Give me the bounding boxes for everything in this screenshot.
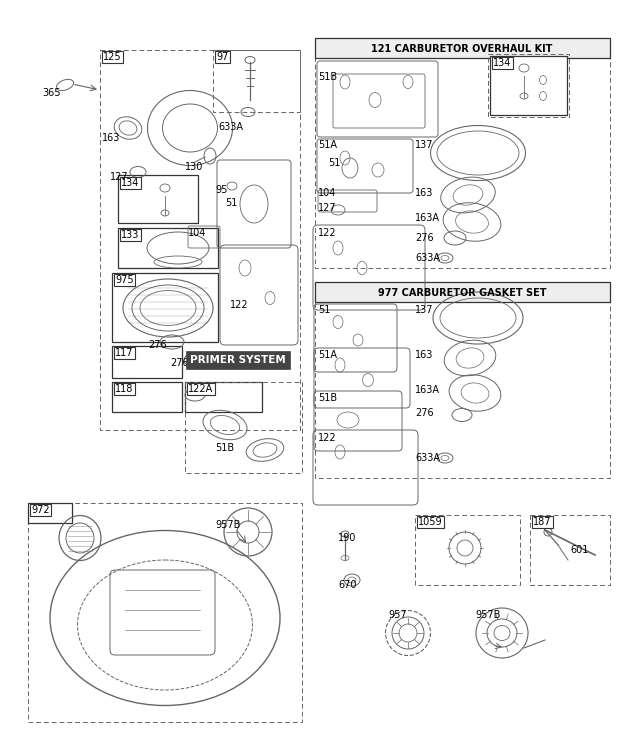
Text: 97: 97 xyxy=(216,52,228,62)
Bar xyxy=(315,38,610,268)
Bar xyxy=(112,346,182,378)
Text: 972: 972 xyxy=(31,505,50,515)
Text: 163: 163 xyxy=(415,350,433,360)
Text: 51A: 51A xyxy=(318,140,337,150)
Bar xyxy=(118,228,218,268)
Text: 163A: 163A xyxy=(415,213,440,223)
Bar xyxy=(28,503,72,523)
Ellipse shape xyxy=(132,285,204,331)
Bar xyxy=(490,56,567,115)
Text: 104: 104 xyxy=(318,188,337,198)
Bar xyxy=(315,38,610,58)
Text: 51: 51 xyxy=(328,158,340,168)
Bar xyxy=(530,515,610,585)
Text: 134: 134 xyxy=(493,58,512,68)
Bar xyxy=(185,382,262,412)
Text: 276: 276 xyxy=(170,358,188,368)
Text: 51: 51 xyxy=(318,305,330,315)
Text: 51: 51 xyxy=(225,198,237,208)
Text: 975: 975 xyxy=(115,275,134,285)
Bar xyxy=(315,282,610,302)
Text: 957: 957 xyxy=(388,610,407,620)
Text: 957B: 957B xyxy=(215,520,241,530)
Bar xyxy=(28,503,302,722)
Bar xyxy=(112,382,182,412)
Bar xyxy=(315,282,610,478)
Text: 127: 127 xyxy=(110,172,128,182)
Text: 130: 130 xyxy=(185,162,203,172)
Bar xyxy=(100,50,300,430)
Text: 95: 95 xyxy=(215,185,228,195)
Bar xyxy=(213,50,300,112)
Text: 163: 163 xyxy=(102,133,120,143)
Text: 190: 190 xyxy=(338,533,356,543)
Bar xyxy=(185,382,302,473)
Text: 51B: 51B xyxy=(318,72,337,82)
Text: 122: 122 xyxy=(318,433,337,443)
Bar xyxy=(112,273,218,342)
Text: 365: 365 xyxy=(42,88,61,98)
Text: 1059: 1059 xyxy=(418,517,443,527)
Text: 187: 187 xyxy=(533,517,552,527)
Text: 51B: 51B xyxy=(215,443,234,453)
Bar xyxy=(488,54,569,117)
Text: 633A: 633A xyxy=(218,122,243,132)
Text: 125: 125 xyxy=(103,52,122,62)
Text: 137: 137 xyxy=(415,140,433,150)
Text: 276: 276 xyxy=(415,408,433,418)
Text: 633A: 633A xyxy=(415,253,440,263)
Text: 276: 276 xyxy=(148,340,167,350)
Text: 127: 127 xyxy=(318,203,337,213)
Text: 977 CARBURETOR GASKET SET: 977 CARBURETOR GASKET SET xyxy=(378,288,546,298)
Text: 633A: 633A xyxy=(415,453,440,463)
Text: PRIMER SYSTEM: PRIMER SYSTEM xyxy=(190,355,286,365)
Text: 117: 117 xyxy=(115,348,133,358)
Text: 51B: 51B xyxy=(318,393,337,403)
Text: 670: 670 xyxy=(338,580,356,590)
Text: 104: 104 xyxy=(188,228,206,238)
Text: 137: 137 xyxy=(415,305,433,315)
Text: 133: 133 xyxy=(121,230,140,240)
Text: 122A: 122A xyxy=(188,384,213,394)
Bar xyxy=(415,515,520,585)
Text: 957B: 957B xyxy=(475,610,500,620)
Text: 118: 118 xyxy=(115,384,133,394)
Text: 122: 122 xyxy=(318,228,337,238)
Text: 276: 276 xyxy=(415,233,433,243)
Text: 163A: 163A xyxy=(415,385,440,395)
Text: 163: 163 xyxy=(415,188,433,198)
Text: 601: 601 xyxy=(570,545,588,555)
Bar xyxy=(118,175,198,223)
Text: 134: 134 xyxy=(121,178,140,188)
Text: 51A: 51A xyxy=(318,350,337,360)
Text: 122: 122 xyxy=(230,300,249,310)
Text: 121 CARBURETOR OVERHAUL KIT: 121 CARBURETOR OVERHAUL KIT xyxy=(371,44,552,54)
